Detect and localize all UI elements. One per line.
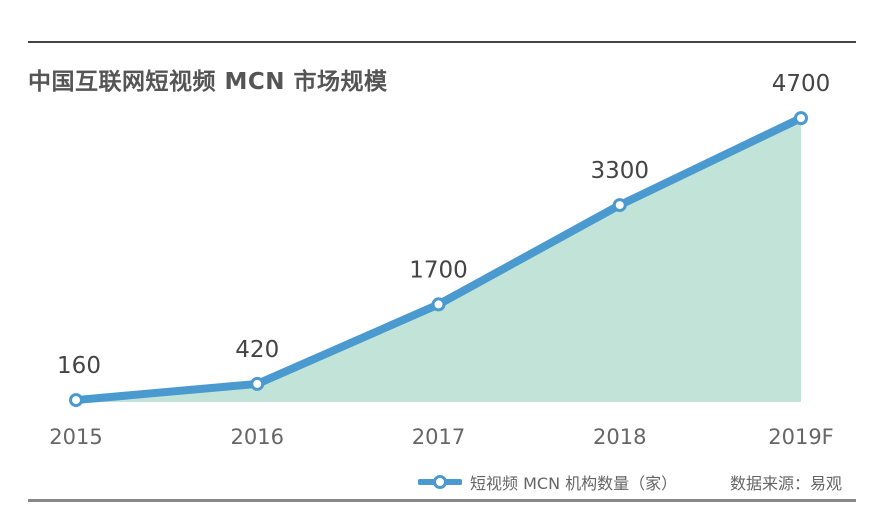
bottom-rule [28, 499, 856, 502]
data-point [794, 111, 808, 126]
x-tick-label: 2016 [231, 425, 284, 449]
legend-line-marker-icon [418, 475, 462, 489]
data-label: 420 [235, 337, 279, 363]
data-label: 1700 [409, 257, 468, 283]
data-label: 4700 [772, 71, 831, 97]
x-tick-label: 2019F [768, 425, 834, 449]
x-tick-label: 2017 [412, 425, 465, 449]
area-fill [96, 118, 801, 402]
data-point [250, 376, 265, 391]
chart-title: 中国互联网短视频 MCN 市场规模 [28, 69, 388, 95]
data-label: 160 [57, 353, 101, 379]
x-tick-label: 2015 [49, 425, 102, 449]
data-point [69, 393, 83, 408]
x-tick-label: 2018 [593, 425, 646, 449]
data-point [431, 297, 446, 312]
source-note: 数据来源：易观 [730, 474, 843, 493]
data-label: 3300 [590, 158, 649, 184]
data-point [612, 198, 627, 213]
legend-label: 短视频 MCN 机构数量（家） [470, 474, 678, 493]
top-rule [28, 41, 856, 43]
legend: 短视频 MCN 机构数量（家） [418, 470, 677, 494]
